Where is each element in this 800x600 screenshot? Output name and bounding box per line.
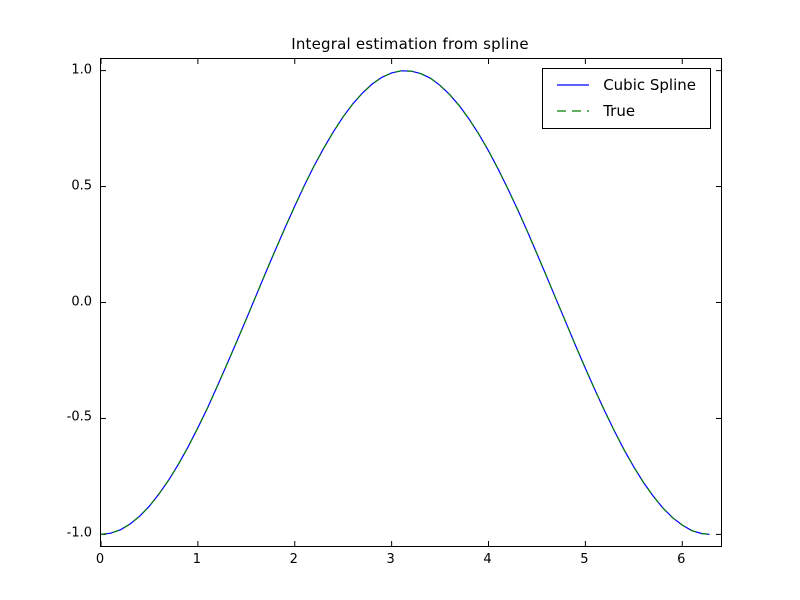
legend-dashed-line-icon <box>557 110 590 112</box>
x-tick-label: 6 <box>677 552 686 567</box>
legend-label-true: True <box>603 102 636 120</box>
series-line-cubic-spline <box>101 70 710 535</box>
plot-canvas <box>101 59 721 546</box>
x-tick-label: 4 <box>483 552 492 567</box>
y-tick-label: 0.5 <box>71 178 92 194</box>
x-tick-label: 3 <box>386 552 395 567</box>
series-line-true <box>101 70 710 535</box>
y-tick-label: 0.0 <box>71 294 92 309</box>
x-tick-label: 0 <box>95 552 105 567</box>
y-tick-label: -0.5 <box>66 409 92 425</box>
chart-title: Integral estimation from spline <box>291 35 529 53</box>
x-tick-label: 1 <box>192 552 202 567</box>
plot-area <box>100 58 722 547</box>
legend-label-cubic-spline: Cubic Spline <box>603 76 696 94</box>
legend-entry-cubic-spline: Cubic Spline <box>555 76 696 94</box>
legend: Cubic Spline True <box>542 68 711 129</box>
y-tick-label: 1.0 <box>71 62 92 78</box>
x-tick-label: 5 <box>580 552 589 567</box>
y-tick-label: -1.0 <box>66 525 92 541</box>
legend-solid-line-icon <box>557 84 590 86</box>
legend-entry-true: True <box>555 102 696 120</box>
x-tick-label: 2 <box>289 552 298 567</box>
